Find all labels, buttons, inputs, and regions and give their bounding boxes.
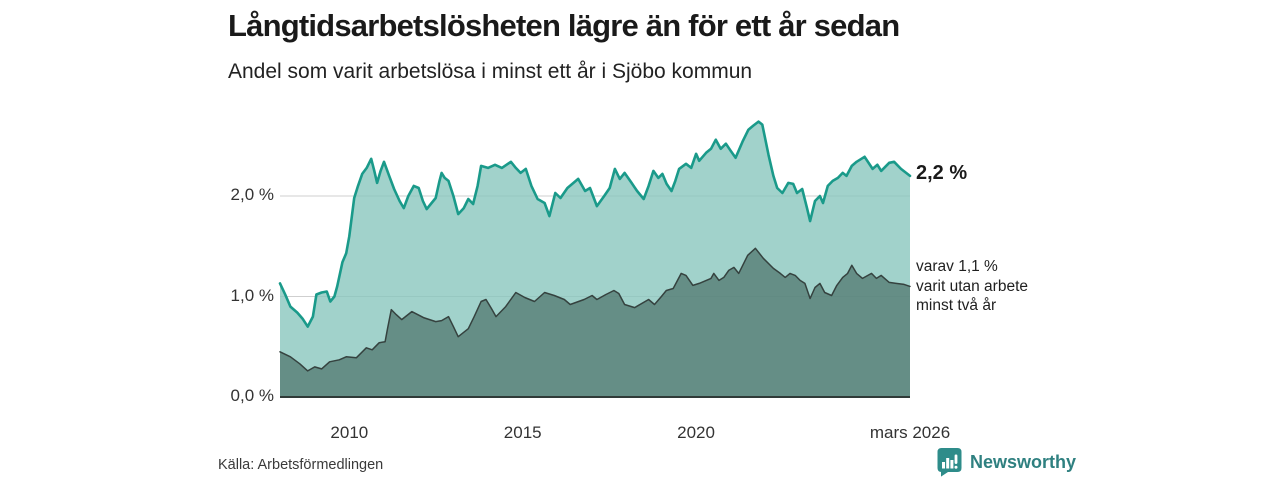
end-value-label: 2,2 %	[916, 162, 968, 184]
y-tick-label: 2,0 %	[230, 185, 274, 204]
newsworthy-logo: Newsworthy	[936, 447, 1076, 477]
x-tick-label: 2020	[677, 423, 715, 442]
chart-title: Långtidsarbetslösheten lägre än för ett …	[228, 8, 900, 43]
y-tick-label: 1,0 %	[230, 285, 274, 305]
line-total-unemployed	[278, 120, 912, 328]
chart-subtitle: Andel som varit arbetslösa i minst ett å…	[228, 60, 753, 83]
line-two-years-unemployed	[279, 247, 911, 372]
y-tick-label: 0,0 %	[230, 386, 274, 405]
source-caption: Källa: Arbetsförmedlingen	[218, 457, 384, 473]
area-two-years-unemployed	[280, 248, 910, 397]
x-tick-label: mars 2026	[869, 423, 951, 442]
x-tick-label: 2010	[330, 423, 369, 442]
brand-wordmark: Newsworthy	[970, 451, 1077, 472]
bar-chart-speech-bubble-icon	[937, 448, 962, 477]
x-tick-label: 2015	[503, 423, 542, 442]
end-annotation-label: varav 1,1 % varit utan arbete minst två …	[916, 258, 1029, 314]
